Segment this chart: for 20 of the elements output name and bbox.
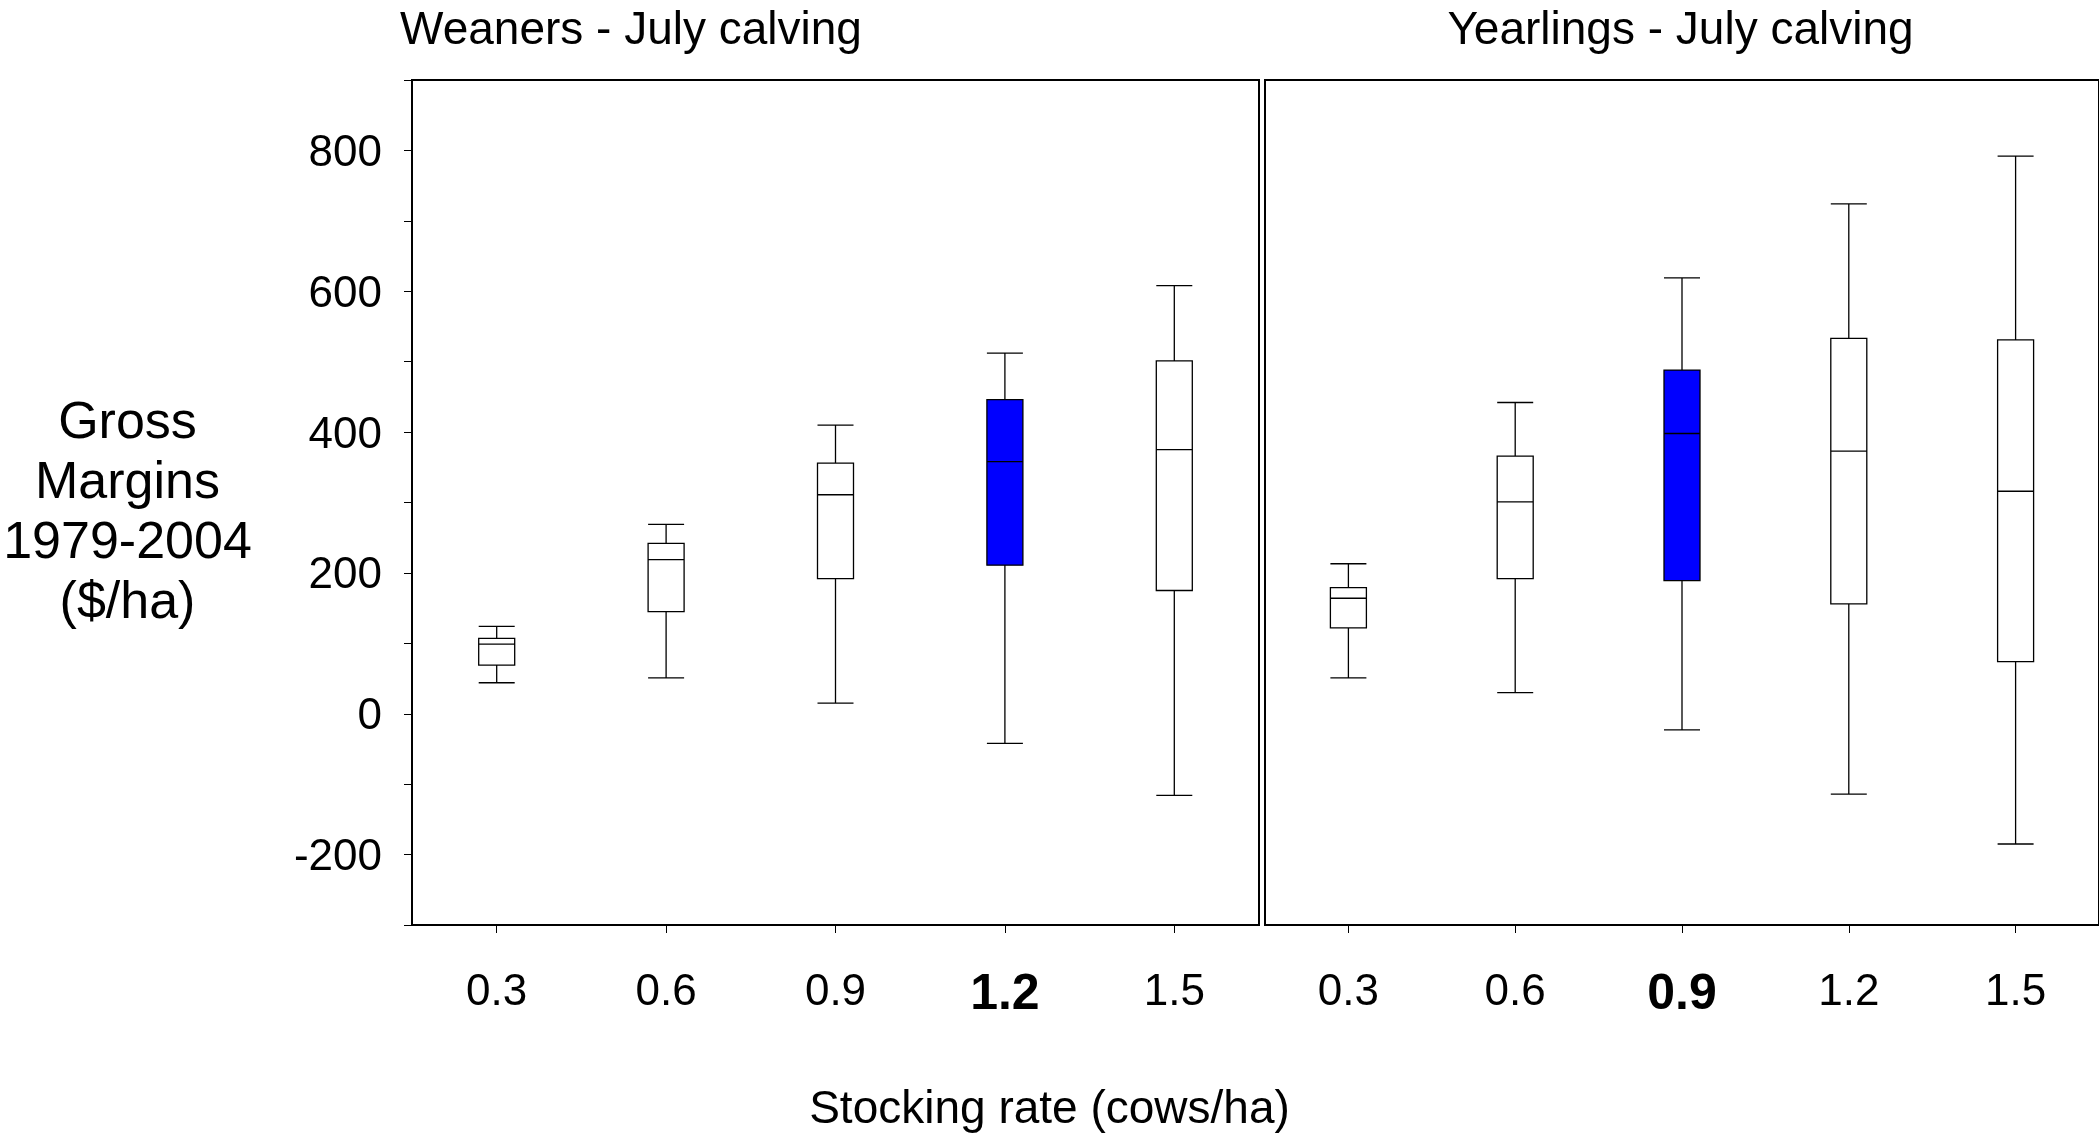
x-tick-label: 0.3	[1317, 964, 1379, 1014]
x-tick-label: 0.3	[466, 964, 528, 1014]
x-tick-label: 0.6	[635, 964, 697, 1014]
chart-title: Yearlings - July calving	[1447, 2, 1914, 54]
chart-title: Weaners - July calving	[400, 2, 862, 54]
x-tick-label: 0.9	[804, 964, 867, 1014]
y-tick-label: 800	[308, 125, 382, 175]
x-tick-label: 1.5	[1143, 964, 1205, 1014]
x-tick-label: 1.5	[1985, 964, 2047, 1014]
y-axis-title: Gross Margins 1979-2004 ($/ha)	[2, 390, 253, 630]
x-tick-label: 0.9	[1647, 964, 1717, 1020]
x-axis-title: Stocking rate (cows/ha)	[808, 1080, 1291, 1134]
y-tick-label: 200	[308, 548, 382, 598]
y-tick-label: 400	[308, 407, 382, 457]
x-tick-label: 1.2	[1818, 964, 1880, 1014]
y-tick-label: 0	[357, 689, 382, 739]
y-tick-label: 600	[308, 266, 382, 316]
y-tick-label: -200	[293, 830, 382, 880]
x-tick-label: 1.2	[970, 964, 1040, 1020]
x-tick-label: 0.6	[1484, 964, 1546, 1014]
